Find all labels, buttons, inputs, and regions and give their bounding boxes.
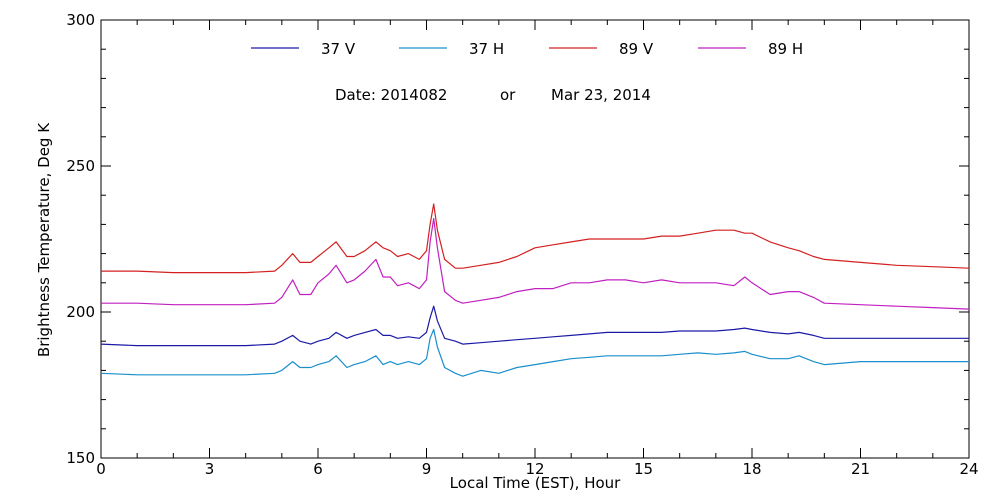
x-tick-label: 18 bbox=[742, 460, 761, 478]
series-line-89-v bbox=[101, 203, 970, 274]
series-line-89-h bbox=[101, 218, 970, 310]
series-line-37-v bbox=[100, 305, 969, 347]
series-line-37-h bbox=[100, 328, 969, 377]
y-axis-title: Brightness Temperature, Deg K bbox=[35, 122, 53, 357]
y-tick-label: 150 bbox=[66, 449, 95, 467]
x-tick-label: 24 bbox=[959, 460, 978, 478]
legend-label: 37 V bbox=[321, 40, 356, 58]
plot-frame bbox=[100, 19, 970, 459]
x-tick-label: 6 bbox=[313, 460, 323, 478]
date-code-text: Date: 2014082 bbox=[335, 86, 447, 104]
y-tick-label: 250 bbox=[66, 157, 95, 175]
axis-ticks bbox=[100, 19, 970, 459]
legend-label: 37 H bbox=[469, 40, 504, 58]
x-tick-label: 0 bbox=[96, 460, 106, 478]
legend-label: 89 H bbox=[768, 40, 803, 58]
x-tick-labels: 0 3 6 9 12 15 18 21 24 bbox=[96, 460, 978, 478]
y-tick-labels: 150 200 250 300 bbox=[66, 11, 95, 467]
or-text: or bbox=[500, 86, 516, 104]
series-lines bbox=[100, 203, 970, 377]
legend: 37 V 37 H 89 V 89 H bbox=[251, 40, 803, 58]
x-tick-label: 9 bbox=[422, 460, 432, 478]
x-tick-label: 12 bbox=[525, 460, 544, 478]
legend-label: 89 V bbox=[619, 40, 654, 58]
date-text: Mar 23, 2014 bbox=[551, 86, 651, 104]
x-axis-title: Local Time (EST), Hour bbox=[450, 474, 621, 492]
y-tick-label: 300 bbox=[66, 11, 95, 29]
x-tick-label: 3 bbox=[205, 460, 215, 478]
x-tick-label: 15 bbox=[634, 460, 653, 478]
x-tick-label: 21 bbox=[851, 460, 870, 478]
y-tick-label: 200 bbox=[66, 303, 95, 321]
